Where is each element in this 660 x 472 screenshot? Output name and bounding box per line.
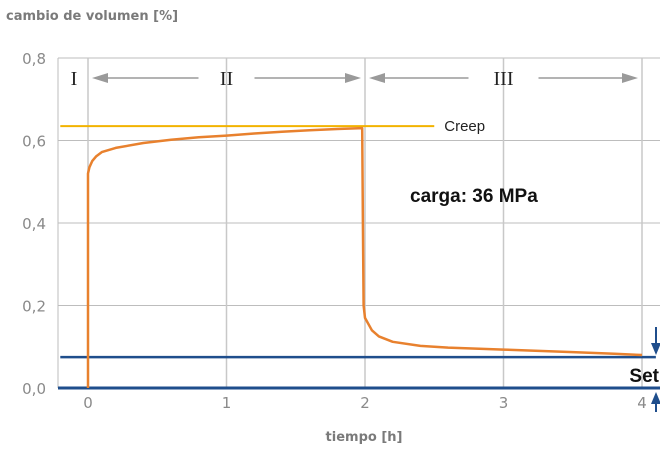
phase-markers: I II III [71,68,638,90]
series-group [86,126,643,388]
phase-arrowhead-left-2 [369,73,385,83]
x-tick-label-4: 4 [637,394,647,412]
x-axis-label: tiempo [h] [325,430,403,445]
series-line-0 [86,126,643,388]
reference-lines: Creep [58,118,660,390]
phase-label-2: III [494,68,514,90]
reference-line-label-0: Creep [444,118,485,135]
phase-arrowhead-right-1 [345,73,361,83]
x-tick-label-0: 0 [83,394,93,412]
grid [57,57,660,388]
y-tick-label-1: 0,2 [22,298,46,316]
load-annotation: carga: 36 MPa [410,186,538,207]
y-tick-label-2: 0,4 [22,215,46,233]
x-tick-label-1: 1 [222,394,232,412]
y-tick-label-0: 0,0 [22,380,46,398]
set-annotation: Set [629,366,659,387]
y-tick-label-4: 0,8 [22,50,46,68]
x-tick-label-3: 3 [499,394,509,412]
annotations: carga: 36 MPa Set [410,186,660,412]
tick-labels: 0,0 0,2 0,4 0,6 0,8 0 1 2 3 4 [22,50,647,412]
phase-label-1: II [220,68,233,90]
set-arrowhead-top [651,343,660,355]
chart-title: cambio de volumen [%] [6,9,179,24]
phase-label-0: I [71,68,78,90]
y-tick-label-3: 0,6 [22,133,46,151]
phase-arrowhead-left-1 [92,73,108,83]
x-tick-label-2: 2 [360,394,370,412]
phase-arrowhead-right-2 [622,73,638,83]
set-arrowhead-bottom [651,392,660,404]
